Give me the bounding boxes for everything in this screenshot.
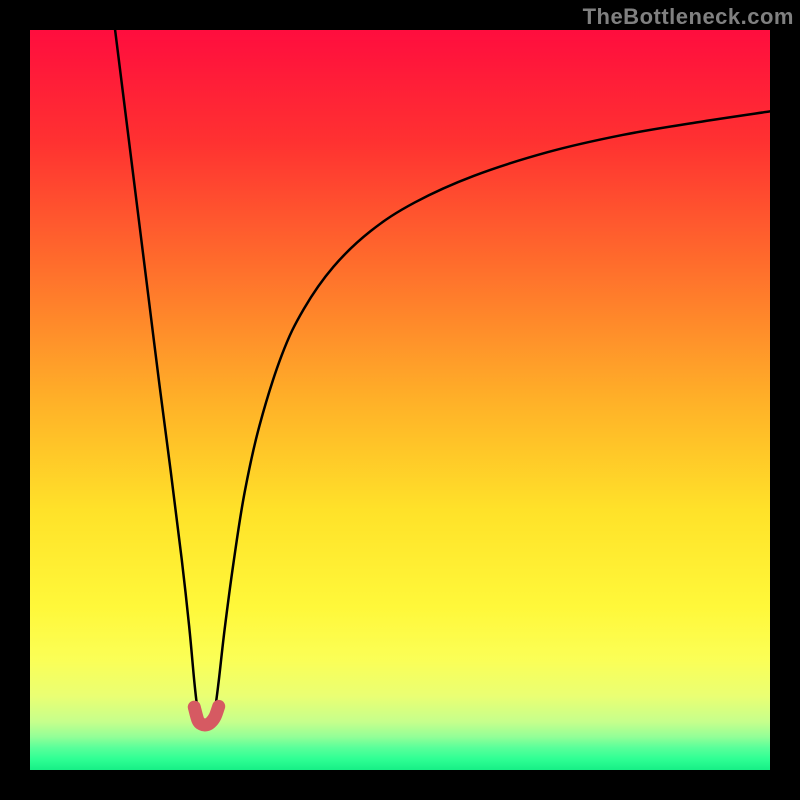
curve-layer (30, 30, 770, 770)
chart-frame: TheBottleneck.com (0, 0, 800, 800)
bottleneck-curve (115, 30, 770, 725)
plot-area (30, 30, 770, 770)
credit-label: TheBottleneck.com (583, 4, 794, 30)
marker-segment (194, 706, 218, 725)
